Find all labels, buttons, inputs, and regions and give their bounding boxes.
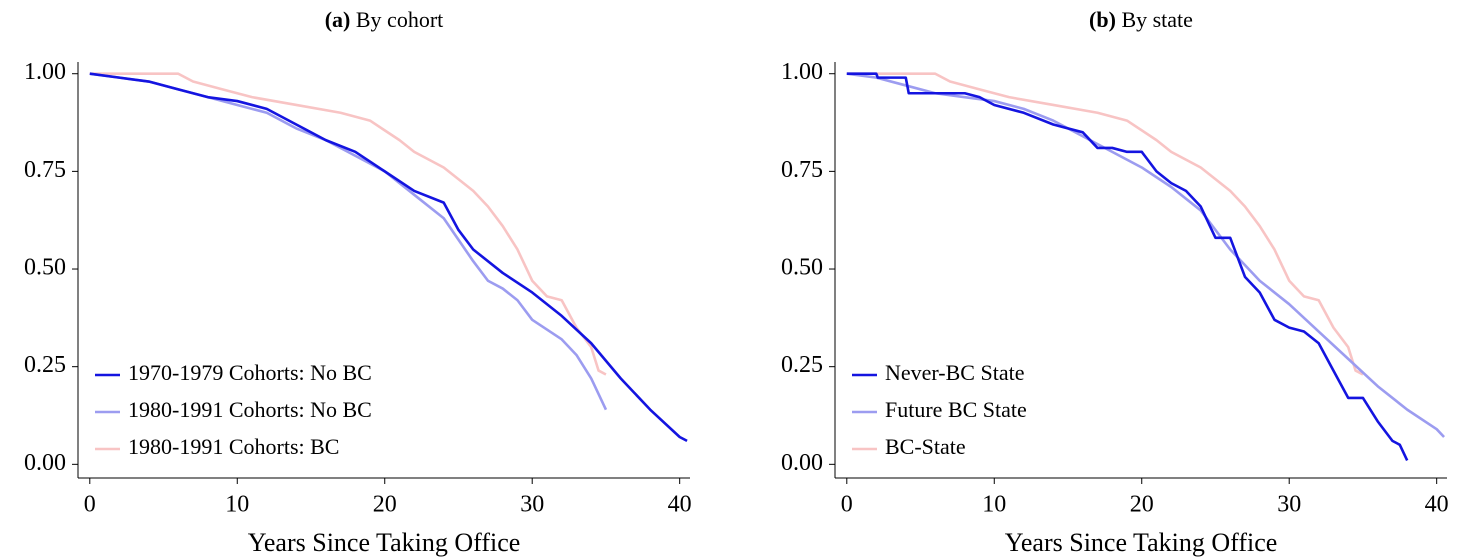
x-tick-label: 0 xyxy=(84,492,96,518)
y-tick-label: 0.25 xyxy=(781,352,823,378)
panel-label: (b) xyxy=(1089,7,1116,32)
title-text: By state xyxy=(1121,7,1193,32)
series-line xyxy=(89,72,607,376)
x-tick-label: 0 xyxy=(841,492,853,518)
x-tick-label: 30 xyxy=(1277,492,1301,518)
chart-title: (b) By state xyxy=(1089,7,1193,32)
series-line xyxy=(846,72,1409,461)
x-axis-label: Years Since Taking Office xyxy=(248,528,521,557)
x-tick-label: 40 xyxy=(1425,492,1449,518)
x-tick-label: 30 xyxy=(520,492,544,518)
y-tick-label: 0.50 xyxy=(24,255,66,281)
series-line xyxy=(89,72,688,443)
legend-label: Never-BC State xyxy=(885,360,1024,385)
x-axis-label: Years Since Taking Office xyxy=(1005,528,1278,557)
title-text: By cohort xyxy=(356,7,443,32)
x-tick-label: 20 xyxy=(373,492,397,518)
x-tick-label: 40 xyxy=(668,492,692,518)
y-tick-label: 0.25 xyxy=(24,352,66,378)
y-tick-label: 0.75 xyxy=(781,157,823,183)
legend-label: Future BC State xyxy=(885,397,1027,422)
panel-label: (a) xyxy=(325,7,351,32)
series-line xyxy=(846,72,1364,376)
x-tick-label: 10 xyxy=(225,492,249,518)
y-tick-label: 0.75 xyxy=(24,157,66,183)
y-tick-label: 1.00 xyxy=(781,59,823,85)
y-tick-label: 1.00 xyxy=(24,59,66,85)
y-tick-label: 0.50 xyxy=(781,255,823,281)
legend-label: 1970-1979 Cohorts: No BC xyxy=(128,360,372,385)
y-tick-label: 0.00 xyxy=(781,450,823,476)
y-tick-label: 0.00 xyxy=(24,450,66,476)
series-line xyxy=(846,72,1445,438)
legend-label: 1980-1991 Cohorts: No BC xyxy=(128,397,372,422)
legend-label: 1980-1991 Cohorts: BC xyxy=(128,434,339,459)
x-tick-label: 20 xyxy=(1130,492,1154,518)
legend-label: BC-State xyxy=(885,434,966,459)
chart-title: (a) By cohort xyxy=(325,7,444,32)
x-tick-label: 10 xyxy=(982,492,1006,518)
